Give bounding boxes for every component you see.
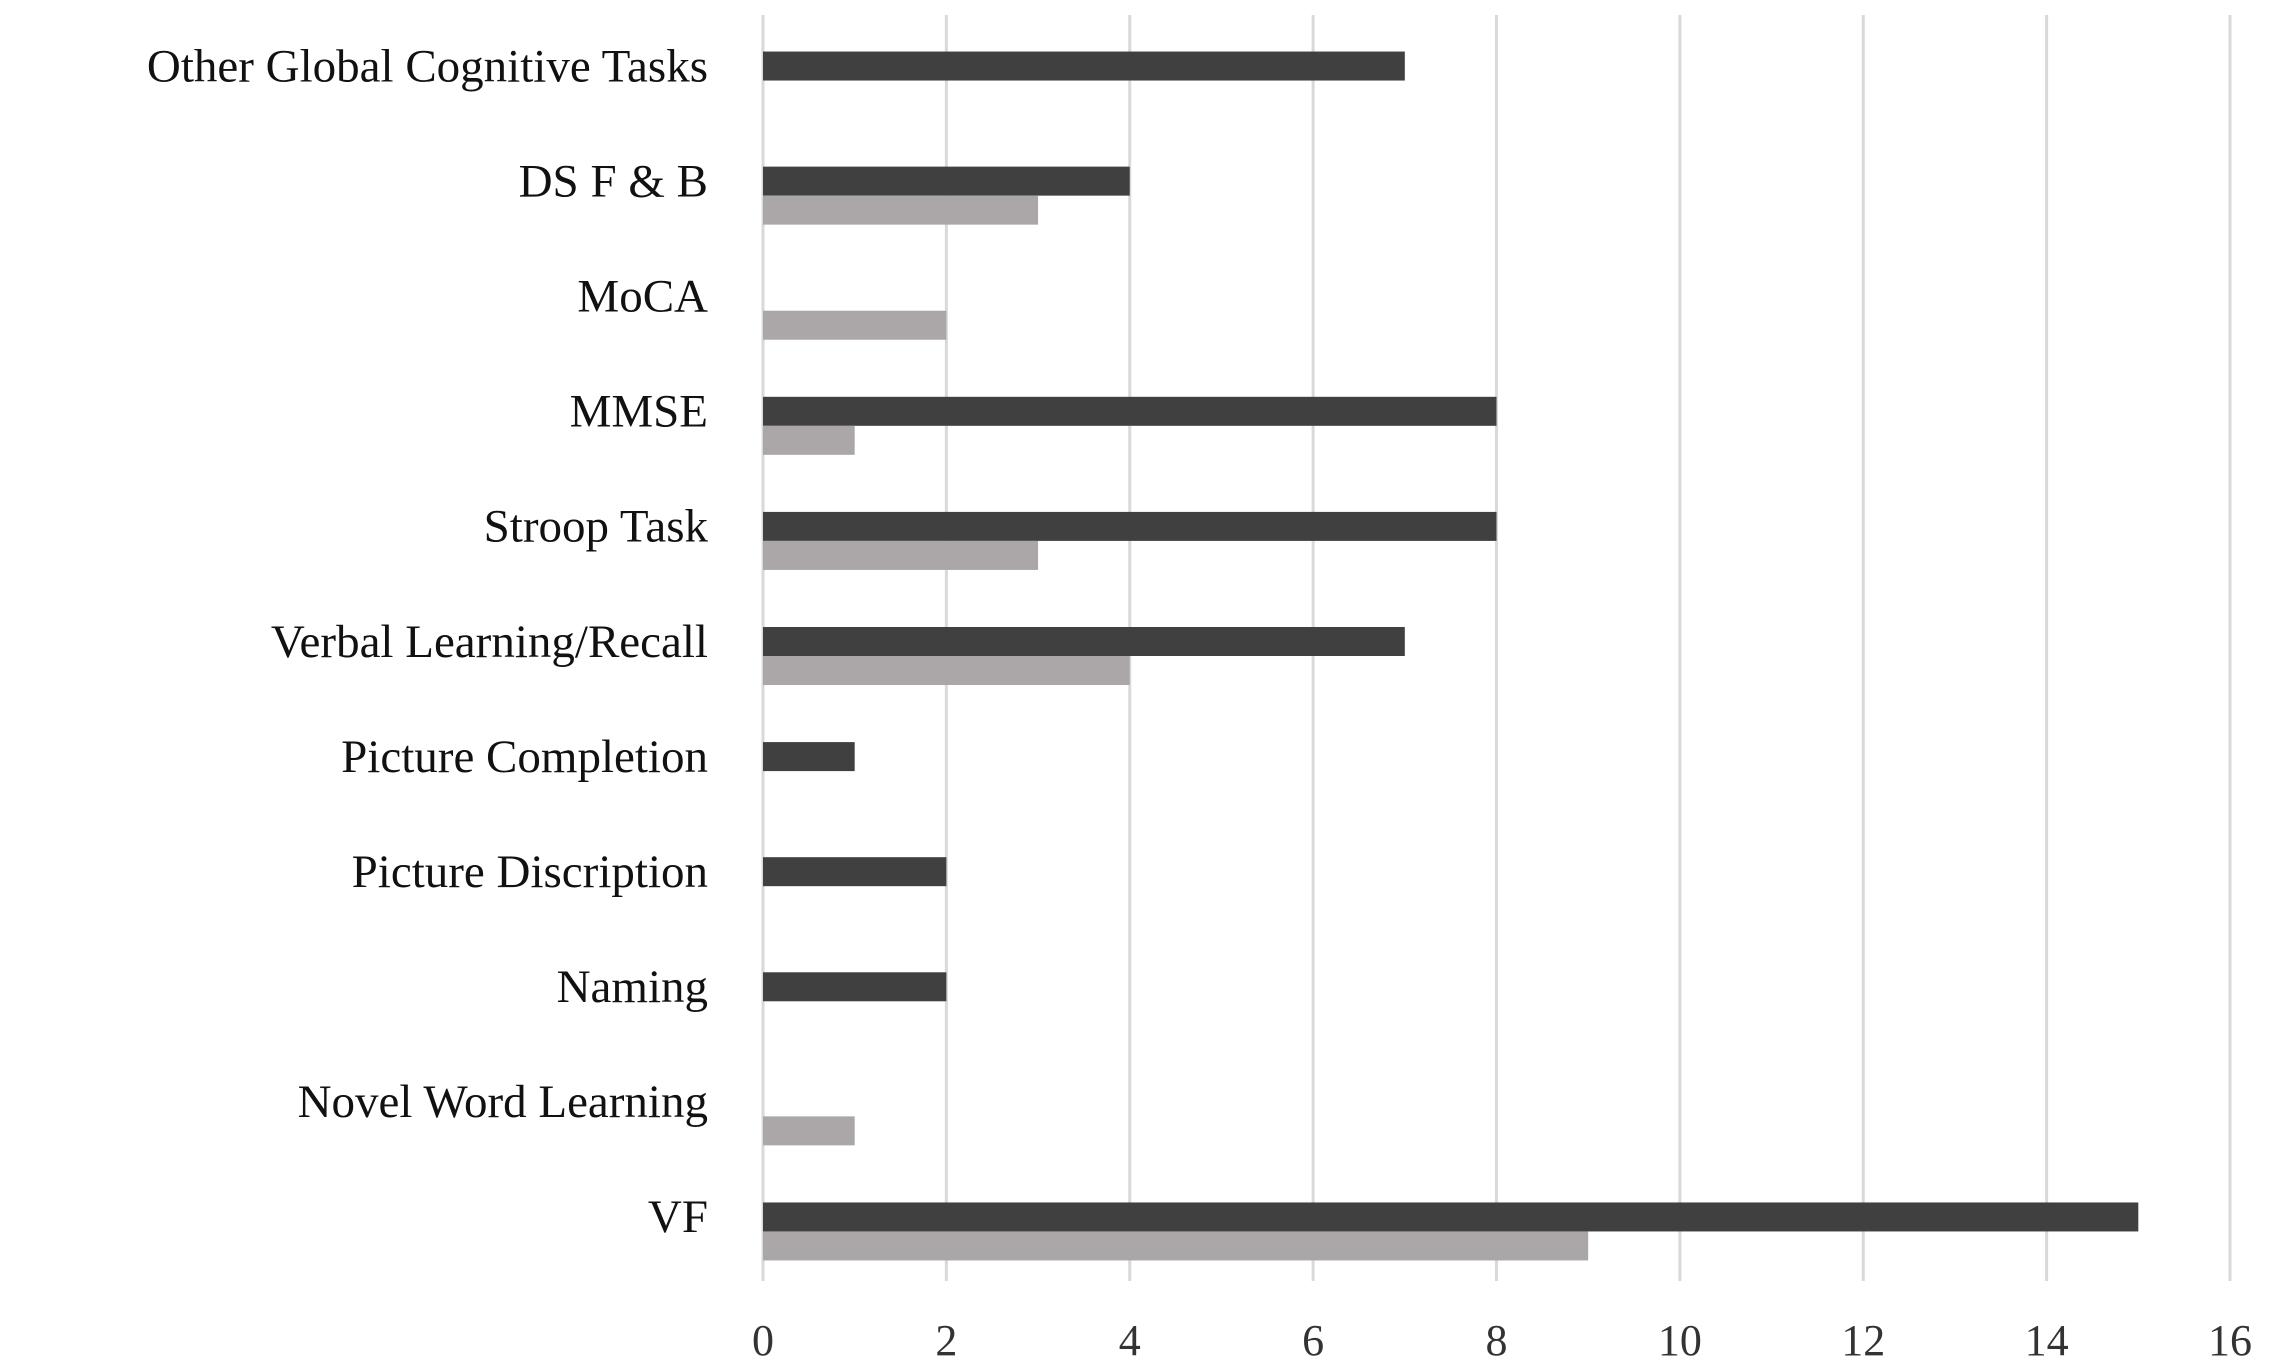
x-tick-label: 16 [2208,1316,2252,1364]
bar-dark [763,742,855,772]
x-tick-label: 10 [1658,1316,1702,1364]
x-tick-label: 4 [1119,1316,1141,1364]
category-labels: Other Global Cognitive Tasks DS F & B MoCA… [147,40,709,1243]
bar-light [763,425,855,455]
bars [763,51,2139,1261]
category-label: DS F & B [519,155,708,207]
bar-light [763,1231,1589,1261]
bar-light [763,1116,855,1146]
x-tick-label: 0 [752,1316,774,1364]
bar-dark [763,396,1497,426]
x-tick-label: 8 [1486,1316,1508,1364]
bar-light [763,540,1039,570]
bar-light [763,656,1130,685]
bar-dark [763,511,1497,541]
category-label: Novel Word Learning [298,1076,708,1128]
bar-dark [763,166,1130,196]
category-label: VF [648,1191,708,1243]
bar-dark [763,972,947,1002]
x-tick-label: 14 [2025,1316,2069,1364]
category-label: Naming [557,961,708,1013]
category-label: Picture Completion [341,731,708,783]
category-label: Verbal Learning/Recall [271,616,708,668]
bar-light [763,310,947,340]
x-tick-labels: 0 2 4 6 8 10 12 14 16 [752,1316,2252,1364]
bar-dark [763,1202,2139,1232]
bar-dark [763,627,1405,656]
category-label: Other Global Cognitive Tasks [147,40,708,92]
x-tick-label: 6 [1302,1316,1324,1364]
category-label: Stroop Task [484,501,709,553]
x-tick-label: 2 [935,1316,957,1364]
gridlines [761,15,2232,1281]
bar-dark [763,51,1405,81]
x-tick-label: 12 [1841,1316,1885,1364]
category-label: MMSE [570,386,708,438]
bar-dark [763,857,947,887]
bar-light [763,195,1039,225]
category-label: Picture Discription [352,846,708,898]
category-label: MoCA [577,271,708,323]
